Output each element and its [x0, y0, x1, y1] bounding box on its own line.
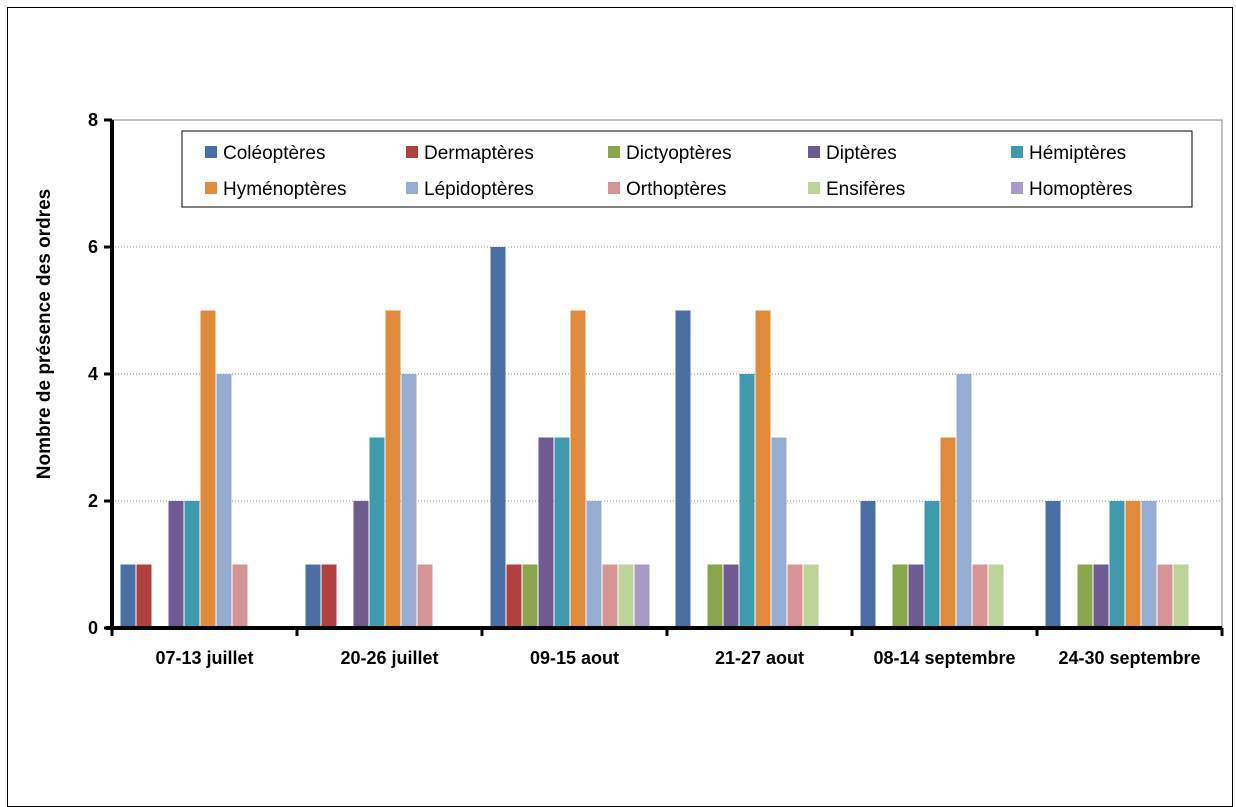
bar	[200, 310, 216, 628]
bar	[232, 564, 248, 628]
bar	[739, 374, 755, 628]
bar	[570, 310, 586, 628]
bar	[634, 564, 650, 628]
bar	[353, 501, 369, 628]
bar	[892, 564, 908, 628]
x-tick-label: 07-13 juillet	[155, 648, 253, 668]
legend-label: Homoptères	[1029, 179, 1133, 200]
bar	[305, 564, 321, 628]
bar	[972, 564, 988, 628]
bar	[369, 437, 385, 628]
legend-label: Coléoptères	[223, 143, 325, 164]
legend-swatch	[608, 182, 620, 194]
y-tick-labels: 0 2 4 6 8	[88, 110, 98, 638]
bar	[120, 564, 136, 628]
bar	[554, 437, 570, 628]
legend-box	[181, 130, 1193, 208]
legend-label: Lépidoptères	[424, 179, 534, 200]
y-tick-label: 0	[88, 618, 98, 638]
bar	[522, 564, 538, 628]
bar	[321, 564, 337, 628]
bar	[1141, 501, 1157, 628]
bar	[803, 564, 819, 628]
bar	[602, 564, 618, 628]
bar	[940, 437, 956, 628]
legend-label: Diptères	[826, 143, 897, 164]
x-tick-label: 24-30 septembre	[1058, 648, 1200, 668]
bar	[136, 564, 152, 628]
legend: Coléoptères Dermaptères Dictyoptères Diptèr…	[181, 130, 1193, 208]
bar	[1125, 501, 1141, 628]
bar	[723, 564, 739, 628]
bar	[1077, 564, 1093, 628]
bar	[908, 564, 924, 628]
bar	[506, 564, 522, 628]
legend-swatch	[1011, 182, 1023, 194]
y-tick-label: 4	[88, 364, 98, 384]
y-axis-label: Nombre de présence des ordres	[34, 189, 55, 479]
bar	[385, 310, 401, 628]
bar	[771, 437, 787, 628]
bar	[988, 564, 1004, 628]
bar	[707, 564, 723, 628]
bar	[1045, 501, 1061, 628]
axes-group	[104, 118, 1224, 636]
legend-swatch	[608, 146, 620, 158]
bar	[586, 501, 602, 628]
bar	[675, 310, 691, 628]
legend-swatch	[808, 146, 820, 158]
x-tick-label: 09-15 aout	[530, 648, 619, 668]
legend-swatch	[808, 182, 820, 194]
legend-label: Dictyoptères	[626, 143, 732, 164]
legend-swatch	[406, 146, 418, 158]
bar	[538, 437, 554, 628]
bar	[956, 374, 972, 628]
x-tick-label: 21-27 aout	[715, 648, 804, 668]
legend-label: Ensifères	[826, 179, 905, 200]
x-tick-label: 20-26 juillet	[340, 648, 438, 668]
bar	[216, 374, 232, 628]
legend-label: Hyménoptères	[223, 179, 347, 200]
y-tick-label: 8	[88, 110, 98, 130]
bar	[755, 310, 771, 628]
bar	[490, 247, 506, 628]
bar	[860, 501, 876, 628]
legend-swatch	[1011, 146, 1023, 158]
legend-swatch	[406, 182, 418, 194]
legend-label: Hémiptères	[1029, 143, 1126, 164]
bar	[1157, 564, 1173, 628]
bar	[618, 564, 634, 628]
y-tick-label: 2	[88, 491, 98, 511]
bar	[184, 501, 200, 628]
legend-swatch	[205, 146, 217, 158]
bars-group	[120, 247, 1189, 628]
bar	[401, 374, 417, 628]
bar	[1173, 564, 1189, 628]
bar	[417, 564, 433, 628]
bar	[1109, 501, 1125, 628]
bar	[924, 501, 940, 628]
gridlines	[112, 246, 1222, 502]
legend-label: Orthoptères	[626, 179, 726, 200]
x-tick-label: 08-14 septembre	[873, 648, 1015, 668]
x-tick-labels: 07-13 juillet 20-26 juillet 09-15 aout 21-2…	[155, 648, 1200, 668]
y-tick-label: 6	[88, 237, 98, 257]
bar	[787, 564, 803, 628]
bar	[168, 501, 184, 628]
legend-label: Dermaptères	[424, 143, 534, 164]
bar	[1093, 564, 1109, 628]
legend-swatch	[205, 182, 217, 194]
